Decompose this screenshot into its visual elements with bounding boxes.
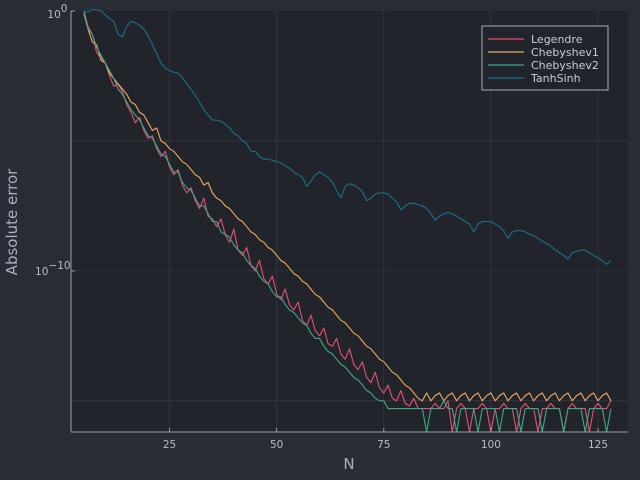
series-line-chebyshev1 xyxy=(83,13,612,402)
legend-label-chebyshev2: Chebyshev2 xyxy=(531,59,599,72)
y-tick-exponent: 0 xyxy=(61,3,68,15)
y-tick-label: 10 xyxy=(47,9,60,21)
x-tick-label: 125 xyxy=(588,439,608,451)
x-tick-label: 25 xyxy=(163,439,176,451)
axes xyxy=(70,10,628,433)
series-layer xyxy=(83,9,612,433)
series-line-legendre xyxy=(83,10,612,433)
x-tick-label: 75 xyxy=(377,439,390,451)
x-tick-label: 50 xyxy=(270,439,283,451)
y-tick-label: 10 xyxy=(35,266,48,278)
legend-label-tanhsinh: TanhSinh xyxy=(530,72,581,85)
x-axis-label: N xyxy=(343,455,354,473)
x-tick-label: 100 xyxy=(481,439,501,451)
legend-box xyxy=(481,25,609,91)
series-line-chebyshev2 xyxy=(83,10,612,433)
y-tick-exponent: −10 xyxy=(48,260,70,272)
legend-label-chebyshev1: Chebyshev1 xyxy=(531,46,599,59)
y-axis-label: Absolute error xyxy=(3,168,21,275)
series-line-tanhsinh xyxy=(83,9,612,265)
legend-label-legendre: Legendre xyxy=(531,33,583,46)
